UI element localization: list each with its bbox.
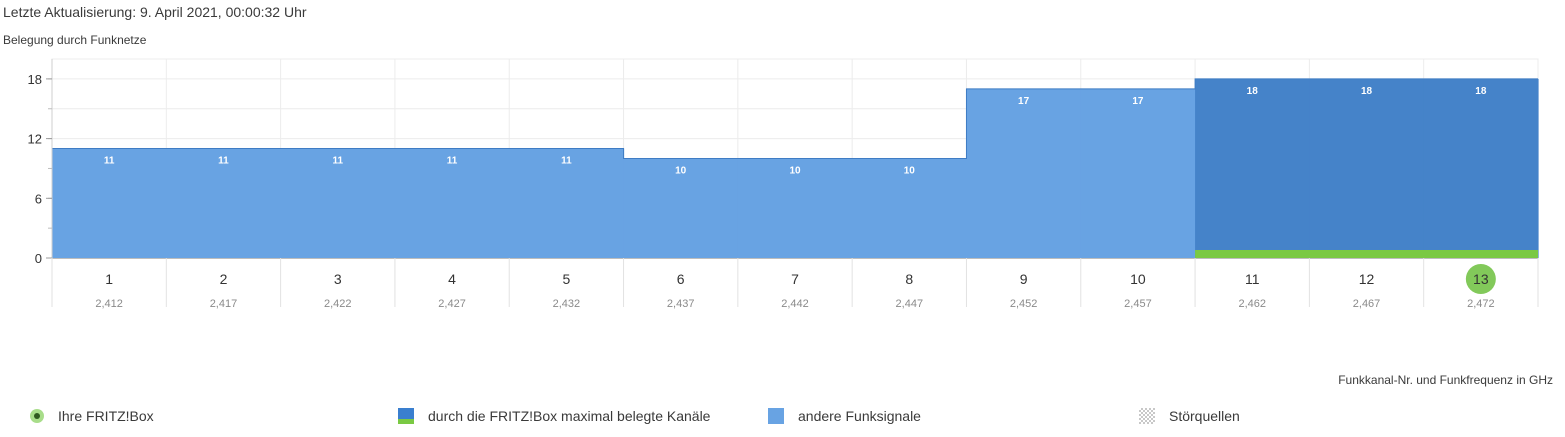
bar-channel-5 [509,148,625,258]
max-used-band [1195,250,1538,258]
frequency-label: 2,432 [553,298,581,310]
bar-channel-1 [52,148,167,258]
bar-value-label: 18 [1247,86,1259,97]
bar-channel-7 [737,158,853,258]
legend-own-label: Ihre FRITZ!Box [58,408,154,424]
bar-value-label: 10 [789,166,801,177]
bar-channel-9 [966,88,1082,258]
chart-axes [46,59,1539,307]
y-tick-label: 18 [28,72,42,87]
channel-label: 5 [562,271,570,287]
frequency-label: 2,457 [1124,298,1152,310]
frequency-label: 2,417 [210,298,238,310]
channel-label: 1 [105,271,113,287]
bar-value-label: 18 [1475,86,1487,97]
bar-value-label: 11 [104,156,115,167]
frequency-label: 2,467 [1353,298,1381,310]
bar-outline [52,78,1538,159]
channel-label: 13 [1473,271,1489,287]
bar-channel-10 [1080,88,1196,258]
bar-channel-3 [280,148,396,258]
channel-label: 12 [1359,271,1375,287]
channel-label: 4 [448,271,456,287]
bar-value-label: 11 [218,156,229,167]
channel-label: 9 [1020,271,1028,287]
bar-channel-4 [394,148,510,258]
chart-title: Belegung durch Funknetze [3,33,147,47]
frequency-label: 2,412 [95,298,123,310]
channel-label: 3 [334,271,342,287]
channel-label: 11 [1245,271,1260,287]
interference-swatch-icon [1139,408,1155,424]
bar-value-label: 17 [1018,96,1030,107]
channel-label: 8 [905,271,913,287]
bar-value-label: 11 [447,156,458,167]
legend-interference-label: Störquellen [1169,408,1240,424]
frequency-label: 2,437 [667,298,695,310]
y-tick-label: 12 [28,132,42,147]
y-tick-label: 0 [35,251,42,266]
bar-value-label: 10 [904,166,916,177]
bar-value-label: 11 [561,156,572,167]
own-channel-marker [1465,264,1496,294]
bar-value-label: 10 [675,166,687,177]
bar-value-label: 18 [1361,86,1373,97]
frequency-label: 2,452 [1010,298,1038,310]
max-used-swatch-icon [398,408,414,424]
y-tick-label: 6 [35,191,42,206]
own-fritzbox-icon [30,409,44,423]
bar-channel-12 [1309,78,1425,259]
frequency-label: 2,447 [896,298,924,310]
bar-channel-11 [1195,78,1310,259]
x-axis-caption: Funkkanal-Nr. und Funkfrequenz in GHz [1338,373,1553,387]
channel-label: 2 [220,271,228,287]
chart-labels: 11 11 11 11 11 10 10 10 17 17 18 18 18 0 6 12 18 1 2,412 2 2… [28,72,1496,310]
frequency-label: 2,427 [438,298,466,310]
frequency-label: 2,422 [324,298,352,310]
frequency-label: 2,472 [1467,298,1495,310]
legend-interference: Störquellen [1139,407,1240,425]
channel-occupancy-chart: 11 11 11 11 11 10 10 10 17 17 18 18 18 0 6 12 18 1 2,412 2 2… [28,58,1539,310]
last-update-text: Letzte Aktualisierung: 9. April 2021, 00… [3,4,307,20]
bar-channel-6 [623,158,739,258]
other-signals-swatch-icon [768,408,784,424]
legend-own: Ihre FRITZ!Box [28,407,154,425]
channel-label: 6 [677,271,685,287]
bar-channel-13 [1423,78,1539,259]
frequency-label: 2,442 [781,298,809,310]
bar-value-label: 11 [332,156,343,167]
legend-max-used-label: durch die FRITZ!Box maximal belegte Kanä… [428,408,711,424]
bar-channel-2 [166,148,282,258]
channel-label: 10 [1130,271,1146,287]
bar-channel-8 [852,158,968,258]
legend-other: andere Funksignale [768,407,921,425]
bar-value-label: 17 [1132,96,1144,107]
chart-bars [52,78,1539,259]
legend-other-label: andere Funksignale [798,408,921,424]
legend-max-used: durch die FRITZ!Box maximal belegte Kanä… [398,407,710,425]
channel-label: 7 [791,271,799,287]
frequency-label: 2,462 [1238,298,1266,310]
